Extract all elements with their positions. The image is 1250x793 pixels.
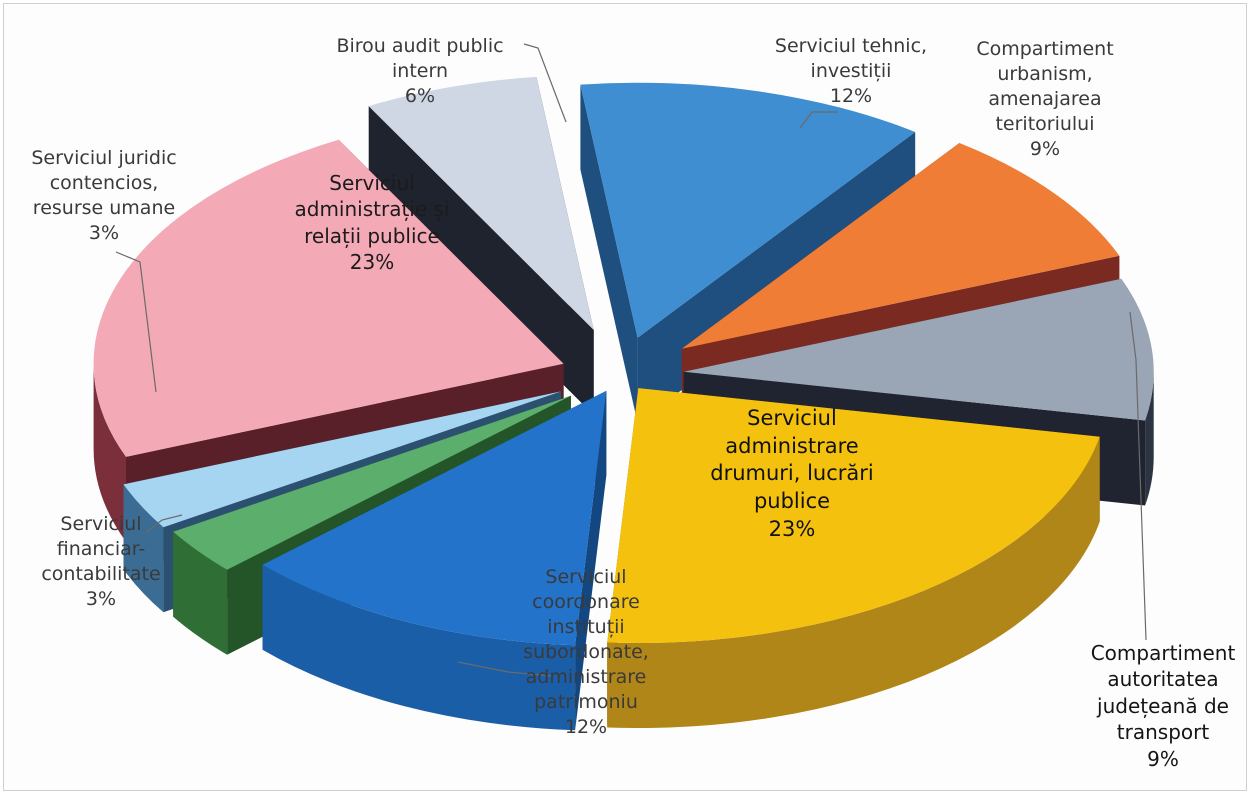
leader-line: [1129, 311, 1147, 641]
label-serviciul-tehnic: Serviciul tehnic, investiții 12%: [774, 35, 928, 108]
leader-line: [115, 251, 157, 393]
slice-top: [123, 391, 562, 528]
slice-side: [173, 531, 228, 655]
label-serviciul-financiar: Serviciul financiar- contabilitate 3%: [41, 513, 161, 611]
leader-line: [799, 111, 838, 129]
leader-line: [145, 514, 183, 533]
slice-side: [1145, 371, 1154, 506]
slice-top: [683, 278, 1154, 421]
slice-side: [93, 363, 126, 542]
slice-top: [607, 388, 1100, 644]
label-serviciul-administratie: Serviciul administrație și relații publi…: [294, 171, 450, 275]
slice-side: [607, 436, 1100, 729]
label-compartiment-autoritatea: Compartiment autoritatea județeană de tr…: [1090, 641, 1236, 771]
slice-wall: [580, 84, 638, 423]
slice-top: [93, 139, 564, 457]
slice-top: [173, 395, 571, 570]
pie-slice: [262, 390, 607, 731]
label-compartiment-urbanism: Compartiment urbanism, amenajarea terito…: [976, 38, 1114, 161]
slice-top: [368, 76, 594, 331]
slice-side: [123, 484, 164, 613]
pie-slice: [607, 388, 1100, 729]
label-birou-audit: Birou audit public intern 6%: [336, 35, 504, 108]
slice-top: [681, 143, 1120, 349]
slice-top: [580, 82, 916, 338]
slice-top: [262, 390, 607, 646]
leader-line: [523, 43, 567, 123]
slice-side: [262, 564, 576, 731]
label-serviciul-coordonare: Serviciul coordonare instituții subordon…: [523, 566, 649, 739]
label-serviciul-administrare-drumuri: Serviciul administrare drumuri, lucrări …: [710, 406, 874, 541]
leader-line: [457, 661, 553, 677]
label-serviciul-juridic: Serviciul juridic contencios, resurse um…: [31, 147, 177, 245]
